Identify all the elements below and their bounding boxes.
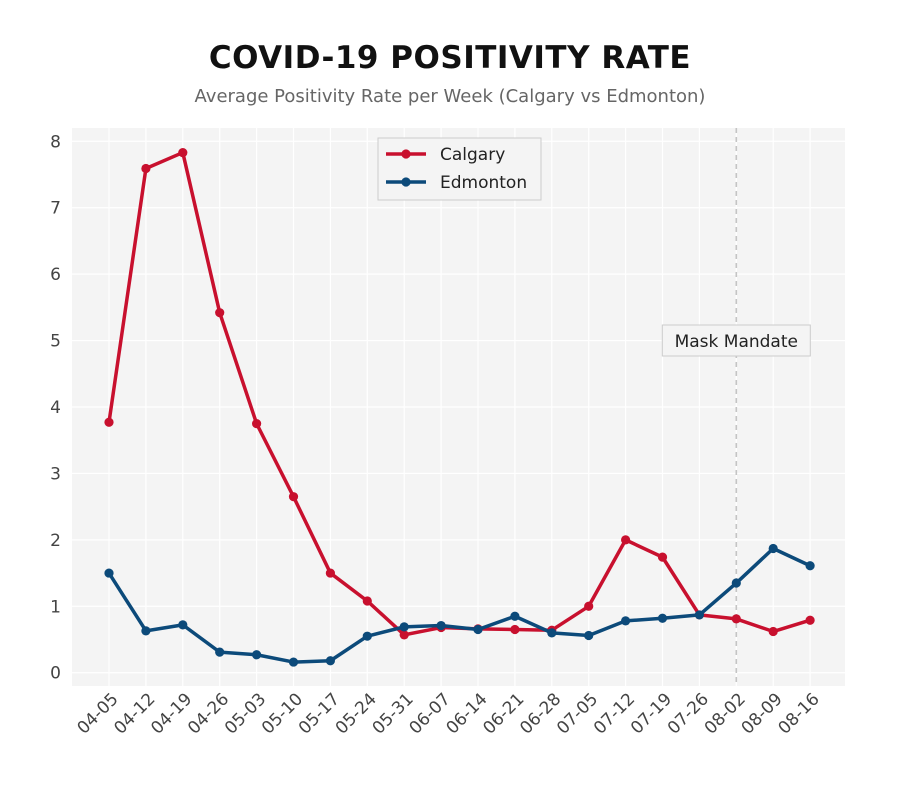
annotation-label: Mask Mandate: [675, 332, 798, 352]
data-point-edmonton: [805, 561, 815, 571]
x-tick-label: 08-09: [738, 689, 787, 738]
x-tick-label: 07-05: [553, 689, 602, 738]
x-tick-label: 04-26: [184, 689, 233, 738]
data-point-calgary: [215, 308, 225, 318]
x-tick-label: 07-26: [664, 689, 713, 738]
data-point-edmonton: [547, 628, 557, 638]
data-point-calgary: [325, 568, 335, 578]
x-axis: 04-0504-1204-1904-2605-0305-1005-1705-24…: [73, 689, 823, 738]
x-tick-label: 05-24: [332, 689, 381, 738]
data-point-calgary: [104, 417, 114, 427]
data-point-edmonton: [436, 620, 446, 631]
data-point-edmonton: [657, 613, 668, 623]
x-tick-label: 04-05: [73, 689, 122, 738]
data-point-edmonton: [399, 622, 409, 632]
y-tick-label: 7: [50, 199, 61, 219]
y-tick-label: 6: [50, 265, 61, 285]
legend-marker: [401, 177, 411, 187]
data-point-edmonton: [584, 630, 594, 641]
data-point-calgary: [178, 147, 188, 158]
data-point-edmonton: [178, 620, 188, 630]
legend-box: [377, 137, 542, 201]
data-point-calgary: [362, 596, 372, 606]
data-point-calgary: [288, 492, 299, 502]
data-point-edmonton: [288, 657, 299, 667]
x-tick-label: 04-19: [147, 689, 196, 738]
data-point-edmonton: [694, 610, 705, 620]
data-point-calgary: [510, 624, 520, 635]
data-point-edmonton: [362, 631, 372, 641]
chart-title: COVID-19 POSITIVITY RATE: [208, 40, 692, 76]
x-tick-label: 06-21: [479, 689, 528, 738]
data-point-edmonton: [215, 647, 225, 657]
data-point-edmonton: [104, 568, 114, 578]
data-point-edmonton: [510, 611, 520, 621]
data-point-edmonton: [325, 656, 335, 666]
y-tick-label: 4: [50, 398, 61, 418]
data-point-edmonton: [252, 650, 262, 660]
x-tick-label: 05-31: [369, 689, 418, 738]
legend-label: Calgary: [440, 145, 505, 165]
y-tick-label: 8: [50, 132, 61, 152]
data-point-calgary: [399, 630, 409, 640]
series-group: [104, 147, 815, 667]
x-tick-label: 08-16: [775, 689, 824, 738]
x-tick-label: 06-28: [516, 689, 565, 738]
y-tick-label: 3: [50, 464, 61, 484]
legend-label: Edmonton: [440, 173, 527, 193]
data-point-calgary: [805, 615, 815, 625]
y-tick-label: 1: [50, 597, 61, 617]
x-tick-label: 05-03: [221, 689, 270, 738]
annotation-box: [661, 324, 811, 357]
data-point-calgary: [657, 552, 668, 562]
data-point-calgary: [768, 626, 778, 637]
chart-subtitle: Average Positivity Rate per Week (Calgar…: [194, 86, 706, 107]
data-point-calgary: [621, 535, 631, 545]
y-tick-label: 0: [50, 664, 61, 684]
x-tick-label: 06-07: [406, 689, 455, 738]
y-axis: 0 1 2 3 4 5 6 7 8: [50, 132, 61, 683]
data-point-edmonton: [768, 543, 778, 554]
data-point-edmonton: [141, 626, 151, 636]
x-tick-label: 04-12: [110, 689, 159, 738]
x-tick-label: 05-10: [258, 689, 307, 738]
data-point-edmonton: [621, 616, 631, 626]
data-point-calgary: [584, 601, 594, 611]
y-tick-label: 5: [50, 332, 61, 352]
mask-mandate-annotation: Mask Mandate: [661, 128, 811, 686]
x-tick-label: 08-02: [701, 689, 750, 738]
series-line-edmonton: [107, 546, 812, 664]
data-point-calgary: [731, 614, 741, 624]
x-tick-label: 07-19: [627, 689, 676, 738]
x-tick-label: 06-14: [442, 689, 491, 738]
data-point-calgary: [141, 163, 151, 174]
data-point-calgary: [252, 419, 262, 429]
legend-marker: [401, 149, 411, 159]
y-tick-label: 2: [50, 531, 61, 551]
data-point-edmonton: [473, 624, 483, 635]
x-tick-label: 07-12: [590, 689, 639, 738]
x-tick-label: 05-17: [295, 689, 344, 738]
legend: Calgary Edmonton: [377, 137, 542, 201]
data-point-edmonton: [731, 578, 741, 588]
